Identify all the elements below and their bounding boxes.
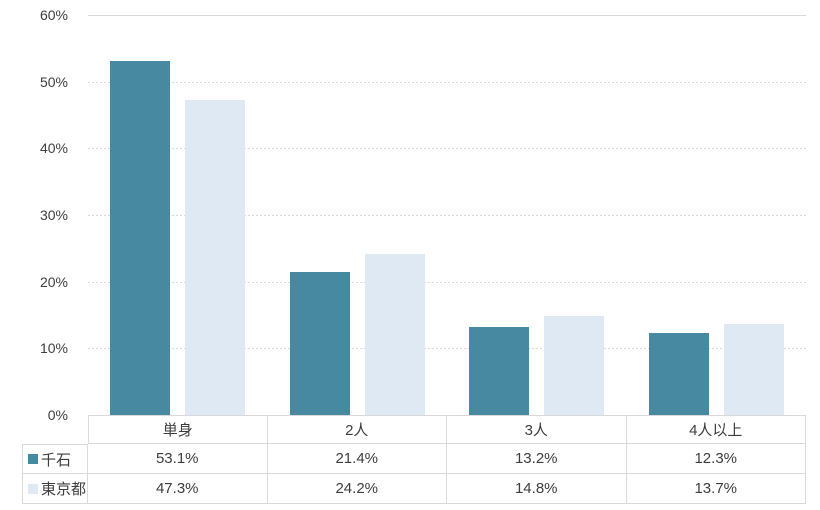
value-cell: 13.7% [626, 474, 806, 504]
legend-label: 東京都 [41, 481, 87, 498]
bar-series2-cat4 [723, 323, 784, 415]
y-axis-tick-label: 50% [39, 73, 68, 90]
bar-series2-cat2 [364, 253, 425, 415]
y-axis-tick-label: 30% [39, 207, 68, 223]
bar-series1-cat2 [289, 272, 350, 415]
bar-series1-cat1 [110, 61, 171, 415]
value-cell: 47.3% [88, 474, 268, 504]
legend-cell: 東京都 [22, 474, 88, 504]
legend-swatch-icon [28, 483, 38, 494]
gridline [88, 281, 806, 283]
legend-cell: 千石 [22, 444, 88, 474]
bar-series2-cat1 [185, 99, 246, 415]
y-axis-tick-label: 40% [39, 140, 68, 157]
table-corner-cell [22, 415, 88, 444]
category-header: 4人以上 [626, 415, 806, 444]
bar-series2-cat3 [544, 316, 605, 415]
value-cell: 12.3% [626, 444, 806, 474]
gridline [88, 148, 806, 150]
y-axis-tick-label: 60% [39, 7, 68, 23]
legend-swatch-icon [28, 454, 38, 464]
plot-area [88, 15, 806, 415]
gridline [88, 15, 806, 16]
category-header: 単身 [88, 415, 268, 444]
legend-label: 千石 [41, 451, 72, 469]
category-header: 3人 [447, 415, 627, 444]
bar-series1-cat4 [648, 333, 709, 415]
value-cell: 21.4% [267, 444, 447, 474]
gridline [88, 81, 806, 83]
gridline [88, 215, 806, 216]
value-cell: 13.2% [447, 444, 627, 474]
y-axis-tick-label: 10% [39, 340, 68, 357]
value-cell: 53.1% [88, 444, 268, 474]
gridline [88, 348, 806, 350]
y-axis-tick-label: 20% [39, 273, 68, 290]
category-header: 2人 [267, 415, 447, 444]
data-table: 単身 2人 3人 4人以上千石 53.1% 21.4% 13.2% 12.3% 東京都 47.3%… [22, 415, 806, 504]
bar-series1-cat3 [469, 327, 530, 415]
value-cell: 14.8% [447, 474, 627, 504]
value-cell: 24.2% [267, 474, 447, 504]
